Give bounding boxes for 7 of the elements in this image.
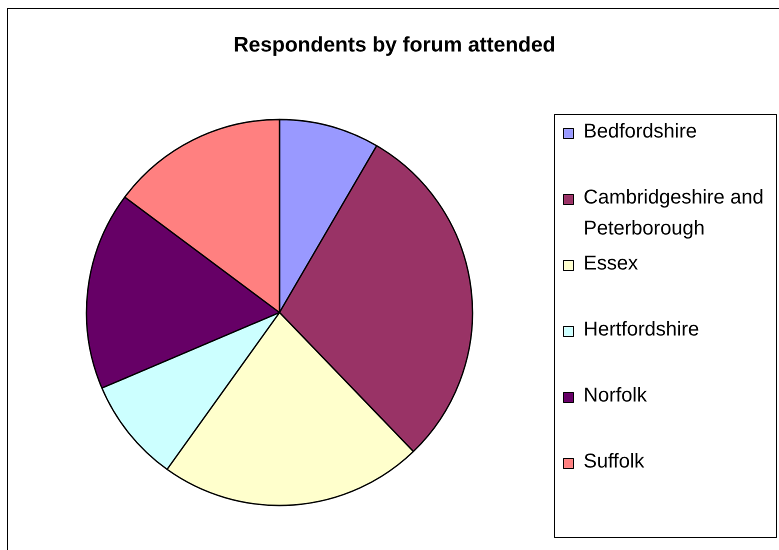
legend-label: Cambridgeshire and Peterborough	[584, 186, 764, 240]
legend-label: Norfolk	[584, 384, 648, 406]
legend-label: Hertfordshire	[584, 318, 700, 340]
legend-label: Bedfordshire	[584, 120, 697, 142]
legend-label: Suffolk	[584, 450, 646, 472]
chart-title: Respondents by forum attended	[233, 34, 556, 56]
legend-label: Essex	[584, 252, 638, 274]
